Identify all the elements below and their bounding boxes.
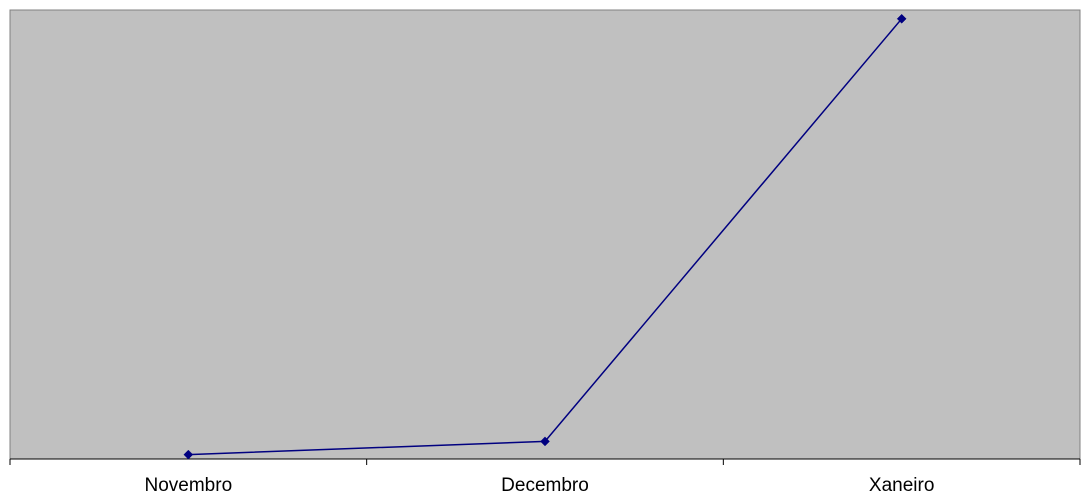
data-point-marker (896, 13, 907, 24)
x-tick-label: Xaneiro (869, 475, 935, 496)
data-point-marker (540, 436, 550, 447)
data-point-marker (183, 449, 194, 460)
x-tick-label: Decembro (501, 475, 589, 496)
x-axis: Novembro Decembro Xaneiro (9, 458, 1081, 496)
plot-area (9, 9, 1081, 460)
series-group (183, 13, 907, 460)
x-tick-label: Novembro (145, 475, 233, 496)
